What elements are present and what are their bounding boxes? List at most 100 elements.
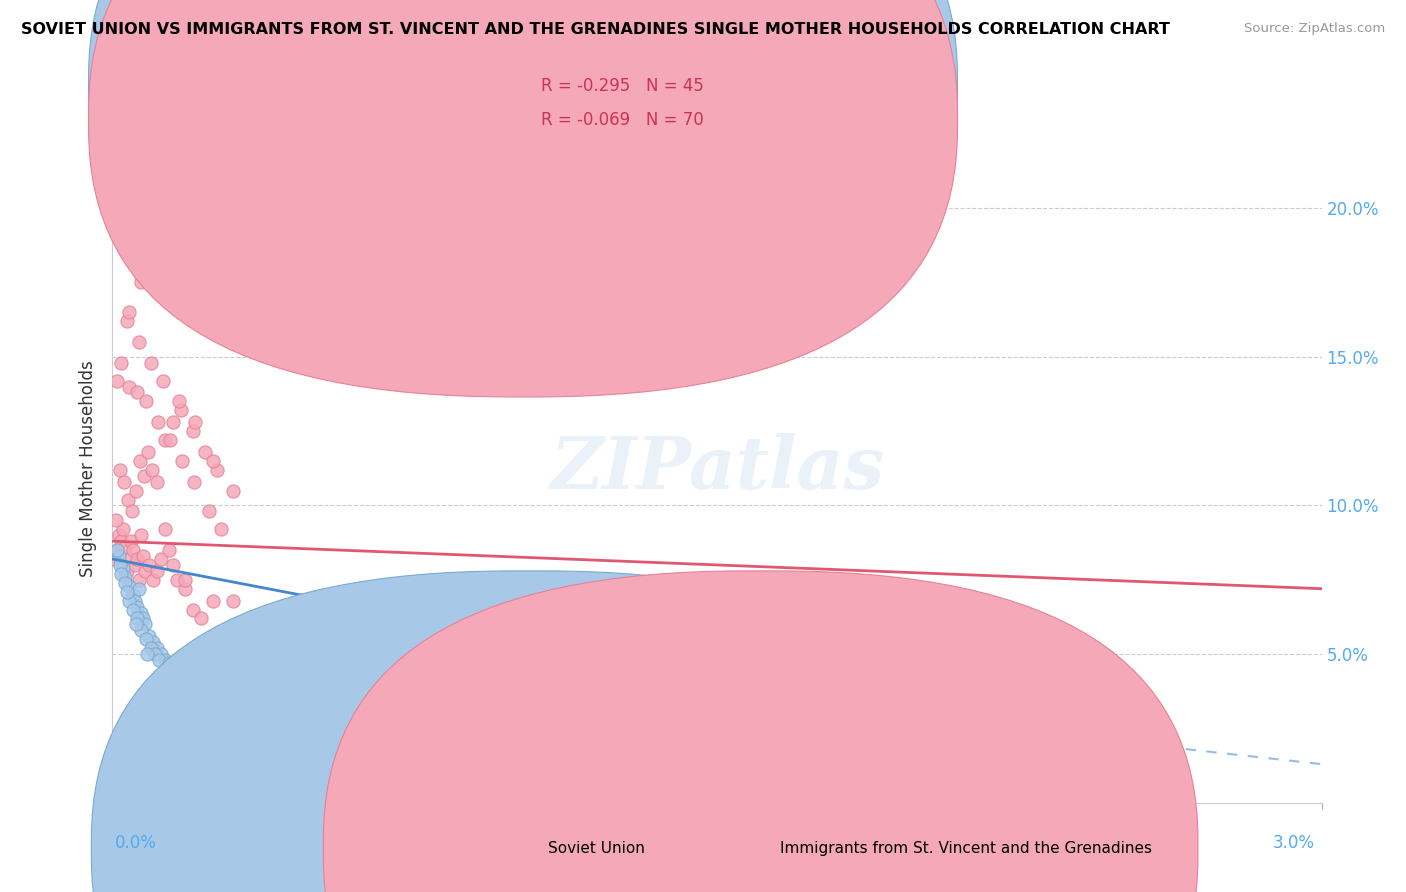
Point [146, 564, 169, 578]
Point [190, 682, 212, 697]
Text: 0.0%: 0.0% [115, 834, 157, 852]
Point [128, 454, 150, 468]
Point [138, 629, 160, 643]
Point [183, 475, 205, 489]
Point [110, 566, 132, 581]
Point [153, 433, 176, 447]
Text: ZIPatlas: ZIPatlas [550, 433, 884, 504]
Point [118, 379, 141, 393]
Point [124, 558, 146, 572]
Point [181, 677, 204, 691]
Point [114, 540, 136, 554]
Point [142, 635, 165, 649]
Point [146, 475, 169, 489]
Point [124, 593, 146, 607]
Text: SOVIET UNION VS IMMIGRANTS FROM ST. VINCENT AND THE GRENADINES SINGLE MOTHER HOU: SOVIET UNION VS IMMIGRANTS FROM ST. VINC… [21, 22, 1170, 37]
Point [136, 445, 159, 459]
Point [139, 641, 162, 656]
Point [194, 445, 217, 459]
Point [141, 463, 163, 477]
Point [142, 573, 165, 587]
Point [207, 463, 229, 477]
Point [181, 602, 204, 616]
Point [163, 668, 186, 682]
Point [194, 695, 217, 709]
Point [142, 267, 165, 281]
Point [121, 543, 143, 558]
Point [135, 647, 157, 661]
Point [111, 561, 134, 575]
Point [135, 632, 157, 647]
Point [121, 504, 143, 518]
Point [162, 415, 184, 429]
Point [198, 504, 221, 518]
Y-axis label: Single Mother Households: Single Mother Households [79, 360, 97, 576]
Point [202, 593, 225, 607]
Point [131, 624, 153, 638]
Point [170, 403, 193, 417]
Point [143, 647, 166, 661]
Point [146, 641, 169, 656]
Point [134, 617, 156, 632]
Point [148, 653, 170, 667]
Point [121, 588, 143, 602]
Point [103, 552, 125, 566]
Point [117, 305, 139, 319]
Point [153, 522, 176, 536]
Point [222, 706, 245, 721]
Point [157, 656, 180, 670]
Point [117, 579, 139, 593]
Text: Soviet Union: Soviet Union [548, 841, 645, 855]
Text: Immigrants from St. Vincent and the Grenadines: Immigrants from St. Vincent and the Gren… [780, 841, 1153, 855]
Point [128, 334, 150, 349]
Point [152, 374, 174, 388]
Point [149, 647, 172, 661]
Text: 3.0%: 3.0% [1272, 834, 1315, 852]
Point [134, 564, 156, 578]
Point [129, 606, 152, 620]
Point [162, 659, 184, 673]
Point [166, 665, 188, 679]
Point [138, 558, 160, 572]
Point [125, 552, 148, 566]
Point [184, 415, 207, 429]
Point [125, 599, 148, 614]
Point [108, 463, 131, 477]
Point [129, 528, 152, 542]
Point [110, 534, 132, 549]
Point [159, 433, 181, 447]
Point [108, 558, 131, 572]
Point [202, 454, 225, 468]
Point [115, 564, 138, 578]
Point [190, 611, 212, 625]
Point [127, 385, 149, 400]
Point [115, 314, 138, 328]
Point [156, 662, 179, 676]
Point [125, 483, 148, 498]
Point [139, 356, 162, 370]
Point [115, 584, 138, 599]
Point [222, 593, 245, 607]
Point [135, 394, 157, 409]
Text: Source: ZipAtlas.com: Source: ZipAtlas.com [1244, 22, 1385, 36]
Point [209, 522, 232, 536]
Point [167, 394, 190, 409]
Text: R = -0.069   N = 70: R = -0.069 N = 70 [541, 111, 704, 128]
Point [132, 549, 155, 563]
Point [128, 582, 150, 596]
Point [107, 549, 129, 563]
Point [110, 356, 132, 370]
Point [174, 582, 197, 596]
Point [172, 677, 194, 691]
Point [153, 653, 176, 667]
Point [122, 602, 145, 616]
Point [166, 573, 188, 587]
Point [117, 552, 139, 566]
Point [181, 686, 204, 700]
Point [132, 611, 155, 625]
Point [125, 617, 148, 632]
Point [202, 689, 225, 703]
Point [132, 468, 155, 483]
Point [107, 528, 129, 542]
Point [174, 671, 197, 685]
